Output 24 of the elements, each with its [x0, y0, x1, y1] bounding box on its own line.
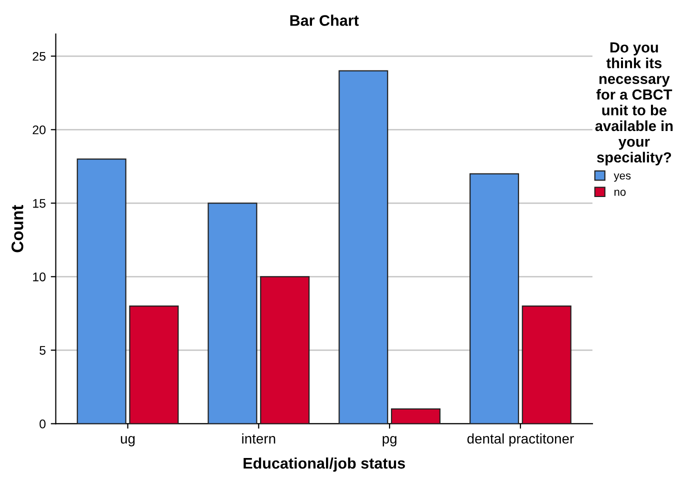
- y-tick-label: 0: [40, 419, 46, 428]
- bar: [76, 158, 126, 424]
- y-axis-title: Count: [11, 205, 24, 252]
- bar: [470, 173, 520, 424]
- bar: [208, 202, 258, 424]
- x-axis-title: Educational/job status: [244, 457, 405, 472]
- legend-title: Do you think its necessary for a CBCT unit to be available in your speciality?: [595, 42, 673, 166]
- bar: [390, 408, 441, 424]
- legend-label: yes: [614, 173, 631, 182]
- x-tick-label: dental practitoner: [467, 433, 574, 446]
- x-tick-label: ug: [120, 436, 135, 446]
- chart-title: Bar Chart: [290, 14, 359, 26]
- y-tick-label: 25: [32, 52, 46, 61]
- y-tick-label: 5: [40, 346, 46, 355]
- bar: [260, 276, 310, 424]
- bar: [522, 306, 572, 424]
- bar: [338, 70, 388, 424]
- y-tick-label: 10: [33, 272, 46, 282]
- legend-label: no: [614, 190, 626, 196]
- x-tick-label: intern: [242, 433, 276, 444]
- x-tick-label: pg: [382, 436, 396, 446]
- y-tick-label: 15: [33, 199, 46, 208]
- bar: [129, 306, 179, 424]
- y-tick-label: 20: [32, 125, 46, 134]
